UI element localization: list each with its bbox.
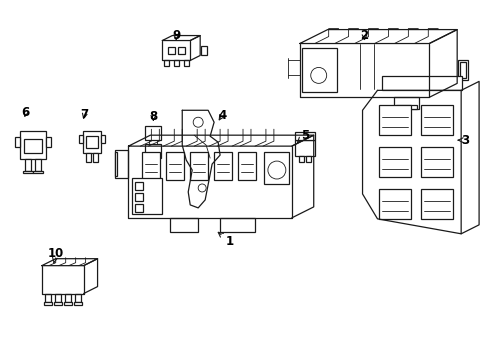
Bar (145, 144, 161, 158)
Bar (46, 137, 51, 147)
Bar (459, 62, 465, 78)
Text: 4: 4 (218, 109, 226, 122)
Text: 8: 8 (149, 110, 157, 123)
Bar (75, 293, 81, 302)
Bar (145, 126, 161, 140)
Bar (135, 204, 143, 212)
Bar (301, 48, 336, 92)
Text: 6: 6 (21, 106, 30, 119)
Bar (382, 76, 461, 90)
Bar (55, 293, 61, 302)
Bar (92, 153, 98, 162)
Bar (85, 136, 98, 148)
Bar (54, 302, 61, 305)
Bar (79, 135, 82, 143)
Bar (170, 218, 198, 232)
Bar (166, 152, 184, 180)
Bar (394, 97, 419, 109)
Bar (379, 189, 410, 219)
Text: 1: 1 (218, 232, 234, 248)
Bar (74, 302, 81, 305)
Text: 10: 10 (47, 247, 64, 263)
Bar (294, 140, 314, 156)
Bar (168, 46, 175, 54)
Bar (421, 105, 452, 135)
Bar (178, 46, 185, 54)
Bar (114, 150, 128, 178)
Bar (45, 293, 51, 302)
Bar (190, 152, 208, 180)
Bar (379, 147, 410, 177)
Bar (20, 131, 46, 159)
Bar (457, 60, 467, 80)
Bar (135, 182, 143, 190)
Bar (164, 60, 169, 67)
Bar (379, 105, 410, 135)
Text: 3: 3 (457, 134, 468, 147)
Bar (184, 60, 189, 67)
Bar (294, 132, 314, 140)
Bar (264, 152, 288, 184)
Bar (63, 302, 72, 305)
Bar (174, 60, 179, 67)
Text: 2: 2 (360, 29, 368, 42)
Text: 5: 5 (297, 129, 308, 143)
Bar (421, 189, 452, 219)
Bar (148, 158, 152, 165)
Bar (154, 158, 158, 165)
Bar (132, 178, 162, 214)
Bar (114, 152, 117, 176)
Bar (421, 147, 452, 177)
Bar (44, 302, 52, 305)
Bar (396, 105, 416, 109)
Bar (305, 156, 310, 162)
Bar (238, 152, 255, 180)
Bar (15, 137, 20, 147)
Bar (142, 152, 160, 180)
Bar (201, 45, 207, 55)
Bar (25, 159, 31, 171)
Bar (298, 156, 303, 162)
Bar (85, 153, 90, 162)
Bar (33, 171, 42, 173)
Bar (220, 218, 254, 232)
Bar (64, 293, 71, 302)
Text: 7: 7 (81, 108, 88, 121)
Bar (23, 171, 33, 173)
Bar (24, 139, 41, 153)
Bar (214, 152, 232, 180)
Bar (101, 135, 104, 143)
Bar (135, 193, 143, 201)
Bar (82, 131, 101, 153)
Text: 9: 9 (172, 29, 180, 42)
Bar (35, 159, 41, 171)
